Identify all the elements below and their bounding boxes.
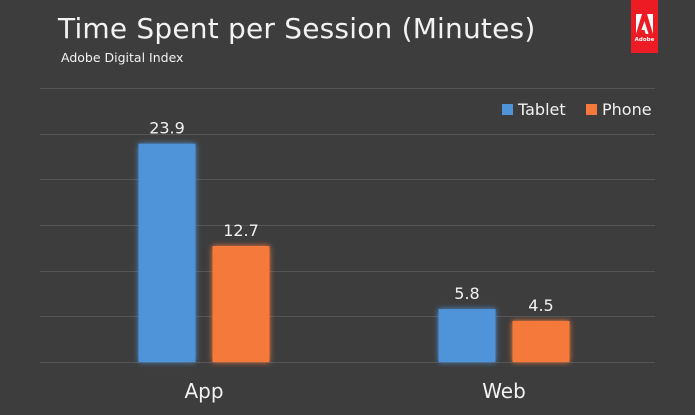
bar-phone-app bbox=[212, 246, 270, 362]
category-labels: App Web bbox=[184, 379, 525, 403]
data-label-tablet-app: 23.9 bbox=[149, 119, 185, 138]
chart-subtitle: Adobe Digital Index bbox=[61, 50, 184, 65]
adobe-logo-icon bbox=[636, 14, 653, 34]
bar-tablet-app bbox=[138, 143, 196, 362]
legend-item-phone: Phone bbox=[586, 100, 652, 119]
data-label-phone-web: 4.5 bbox=[528, 296, 553, 315]
data-label-phone-app: 12.7 bbox=[223, 221, 259, 240]
category-label-app: App bbox=[184, 379, 223, 403]
data-labels: 23.9 12.7 5.8 4.5 bbox=[149, 119, 554, 315]
adobe-logo-text: Adobe bbox=[634, 37, 655, 43]
legend-label-phone: Phone bbox=[602, 100, 652, 119]
chart-title: Time Spent per Session (Minutes) bbox=[58, 12, 536, 45]
category-label-web: Web bbox=[482, 379, 526, 403]
legend-label-tablet: Tablet bbox=[518, 100, 566, 119]
bars bbox=[138, 143, 570, 362]
legend-swatch-tablet bbox=[502, 104, 513, 115]
data-label-tablet-web: 5.8 bbox=[454, 284, 479, 303]
legend-swatch-phone bbox=[586, 104, 597, 115]
bar-phone-web bbox=[512, 320, 570, 362]
bar-tablet-web bbox=[438, 309, 496, 362]
adobe-logo: Adobe bbox=[631, 0, 658, 53]
legend-item-tablet: Tablet bbox=[502, 100, 566, 119]
